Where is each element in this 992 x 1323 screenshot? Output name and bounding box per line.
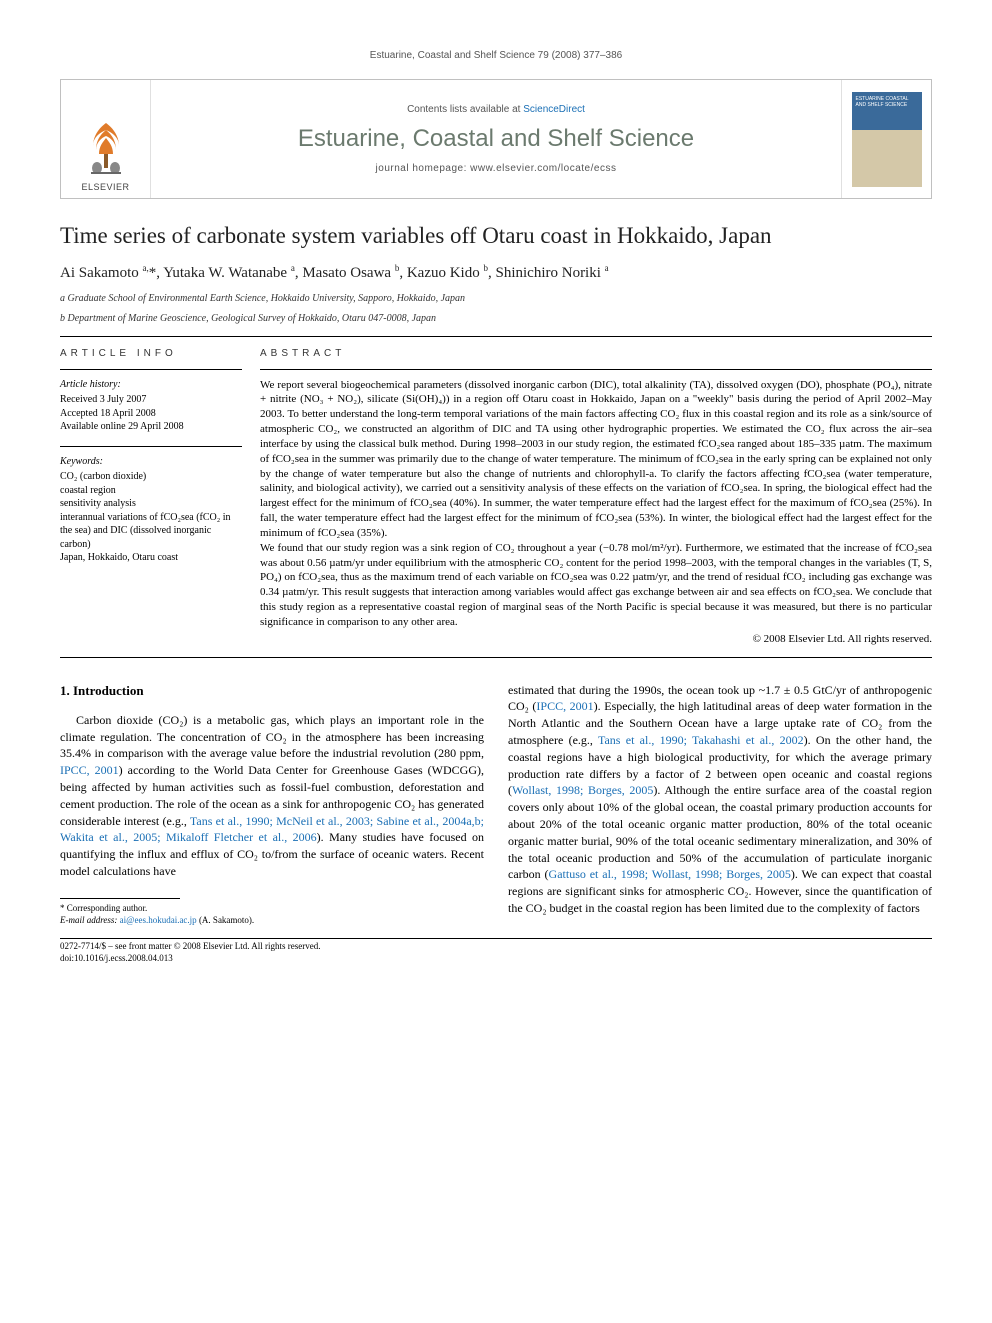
copyright-line: © 2008 Elsevier Ltd. All rights reserved… [260, 632, 932, 647]
doi-line: doi:10.1016/j.ecss.2008.04.013 [60, 953, 932, 965]
authors-line: Ai Sakamoto a,*, Yutaka W. Watanabe a, M… [60, 263, 932, 282]
issn-line: 0272-7714/$ – see front matter © 2008 El… [60, 941, 932, 953]
abstract-column: ABSTRACT We report several biogeochemica… [260, 347, 932, 647]
article-title: Time series of carbonate system variable… [60, 223, 932, 249]
email-name: (A. Sakamoto). [199, 915, 254, 925]
journal-homepage-line: journal homepage: www.elsevier.com/locat… [376, 163, 617, 174]
section-number: 1. [60, 683, 70, 698]
section-title: Introduction [73, 683, 144, 698]
keyword-4: Japan, Hokkaido, Otaru coast [60, 551, 242, 565]
banner-right: ESTUARINE COASTAL AND SHELF SCIENCE [841, 80, 931, 198]
affiliation-a: a Graduate School of Environmental Earth… [60, 292, 932, 306]
history-received: Received 3 July 2007 [60, 393, 242, 407]
keyword-3: interannual variations of fCO₂sea (fCO₂ … [60, 511, 242, 552]
banner-center: Contents lists available at ScienceDirec… [151, 80, 841, 198]
body-right-column: estimated that during the 1990s, the oce… [508, 682, 932, 927]
affiliation-b: b Department of Marine Geoscience, Geolo… [60, 312, 932, 326]
info-rule-1 [60, 369, 242, 370]
footnote-block: * Corresponding author. E-mail address: … [60, 903, 484, 926]
contents-prefix: Contents lists available at [407, 104, 523, 115]
running-header: Estuarine, Coastal and Shelf Science 79 … [60, 50, 932, 61]
section-1-heading: 1. Introduction [60, 682, 484, 700]
corresponding-author: * Corresponding author. [60, 903, 484, 915]
abstract-para-2: We found that our study region was a sin… [260, 541, 932, 630]
footnote-rule [60, 898, 180, 899]
article-info-heading: ARTICLE INFO [60, 347, 242, 361]
homepage-prefix: journal homepage: [376, 163, 471, 174]
bottom-rule [60, 938, 932, 939]
banner-left: ELSEVIER [61, 80, 151, 198]
journal-cover-thumb: ESTUARINE COASTAL AND SHELF SCIENCE [852, 92, 922, 187]
keywords-block: Keywords: CO₂ (carbon dioxide) coastal r… [60, 455, 242, 565]
cover-title: ESTUARINE COASTAL AND SHELF SCIENCE [856, 96, 918, 108]
keyword-0: CO₂ (carbon dioxide) [60, 470, 242, 484]
body-right-para: estimated that during the 1990s, the oce… [508, 682, 932, 917]
publisher-label: ELSEVIER [81, 182, 129, 192]
history-label: Article history: [60, 378, 242, 392]
abstract-rule [260, 369, 932, 370]
publisher-banner: ELSEVIER Contents lists available at Sci… [60, 79, 932, 199]
abstract-para-1: We report several biogeochemical paramet… [260, 378, 932, 541]
sciencedirect-link[interactable]: ScienceDirect [523, 104, 585, 115]
rule-bottom-abstract [60, 657, 932, 658]
info-abstract-row: ARTICLE INFO Article history: Received 3… [60, 347, 932, 647]
journal-name: Estuarine, Coastal and Shelf Science [298, 125, 694, 153]
page: Estuarine, Coastal and Shelf Science 79 … [0, 0, 992, 1005]
keyword-1: coastal region [60, 484, 242, 498]
abstract-text: We report several biogeochemical paramet… [260, 378, 932, 630]
body-columns: 1. Introduction Carbon dioxide (CO₂) is … [60, 682, 932, 927]
abstract-heading: ABSTRACT [260, 347, 932, 361]
homepage-url: www.elsevier.com/locate/ecss [470, 163, 616, 174]
history-accepted: Accepted 18 April 2008 [60, 407, 242, 421]
bottom-meta: 0272-7714/$ – see front matter © 2008 El… [60, 941, 932, 964]
body-left-column: 1. Introduction Carbon dioxide (CO₂) is … [60, 682, 484, 927]
email-address[interactable]: ai@ees.hokudai.ac.jp [120, 915, 197, 925]
article-history-block: Article history: Received 3 July 2007 Ac… [60, 378, 242, 434]
history-online: Available online 29 April 2008 [60, 420, 242, 434]
keywords-label: Keywords: [60, 455, 242, 469]
keyword-2: sensitivity analysis [60, 497, 242, 511]
affiliations: a Graduate School of Environmental Earth… [60, 292, 932, 326]
body-left-para: Carbon dioxide (CO₂) is a metabolic gas,… [60, 712, 484, 880]
elsevier-tree-icon [81, 118, 131, 178]
rule-top [60, 336, 932, 337]
email-line: E-mail address: ai@ees.hokudai.ac.jp (A.… [60, 915, 484, 927]
article-info-column: ARTICLE INFO Article history: Received 3… [60, 347, 260, 647]
info-rule-2 [60, 446, 242, 447]
contents-available-line: Contents lists available at ScienceDirec… [407, 104, 585, 115]
email-label: E-mail address: [60, 915, 117, 925]
